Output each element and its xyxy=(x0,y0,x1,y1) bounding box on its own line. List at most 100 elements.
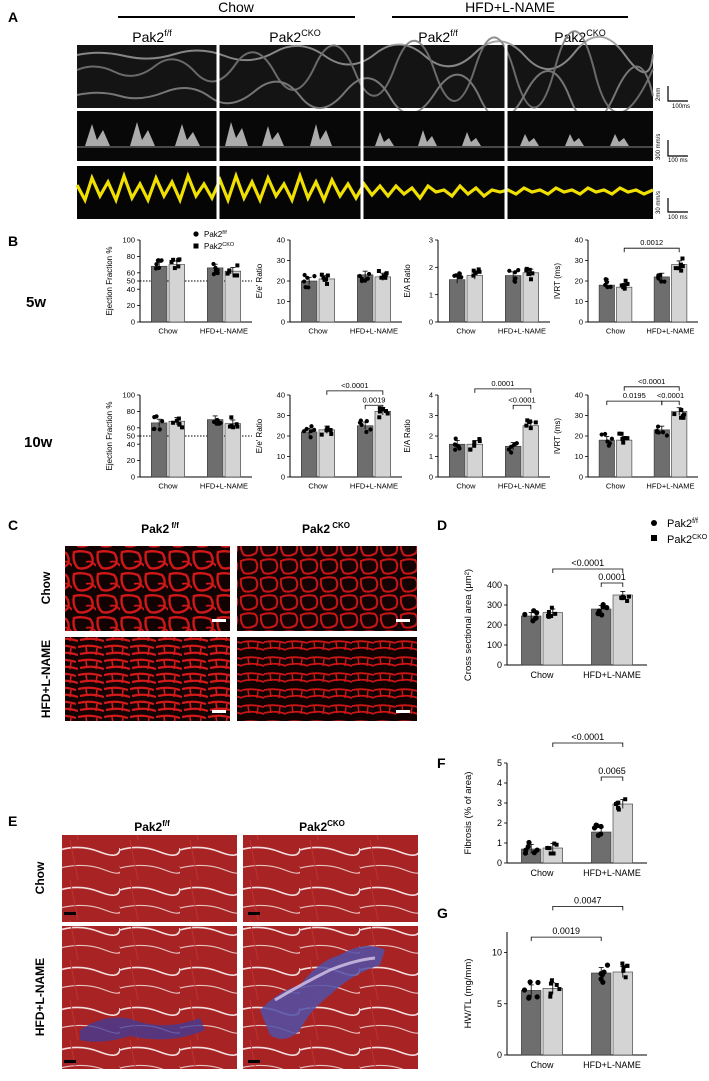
data-point xyxy=(521,987,528,993)
data-point xyxy=(664,433,670,438)
data-point xyxy=(546,610,551,615)
scale-a3-v: 30 mm/s xyxy=(656,191,662,214)
y-tick-label: 400 xyxy=(487,580,502,590)
trichrome-e-chow-ko xyxy=(243,835,418,922)
data-point xyxy=(506,447,511,452)
data-point xyxy=(554,842,559,847)
y-tick-label: 10 xyxy=(277,452,285,461)
data-point xyxy=(473,271,478,276)
data-point xyxy=(604,962,611,968)
row-label-c-hfd: HFD+L-NAME xyxy=(39,640,53,718)
data-point xyxy=(531,850,537,856)
trichrome-e-hfd-ko xyxy=(243,926,418,1069)
data-point xyxy=(604,605,610,611)
data-point xyxy=(229,415,234,420)
p-value-label: 0.0001 xyxy=(598,572,626,582)
data-point xyxy=(548,994,553,999)
data-point xyxy=(677,266,682,271)
scale-bar-c4 xyxy=(396,710,410,713)
x-tick-label: Chow xyxy=(530,670,554,680)
y-tick-label: 2 xyxy=(429,432,433,441)
group-header-hfd: HFD+L-NAME xyxy=(465,0,555,15)
row-label-10w: 10w xyxy=(24,434,53,451)
bar-ko-0 xyxy=(168,420,185,478)
row-label-c-chow: Chow xyxy=(39,571,53,604)
y-tick-label: 300 xyxy=(487,600,502,610)
echo-mmode-image xyxy=(77,45,653,108)
y-tick-label: 0 xyxy=(281,473,285,482)
scale-bar-e1 xyxy=(64,912,76,915)
bar-ko-1 xyxy=(612,594,633,666)
data-point xyxy=(625,598,630,603)
row-label-e-chow: Chow xyxy=(33,861,47,894)
data-point xyxy=(598,831,604,837)
scale-bar-e3 xyxy=(64,1060,76,1063)
significance-bracket xyxy=(600,776,624,781)
chart-b-ea-10w: 0 1 2 3 4 E/A Ratio Chow HFD+L-NAME 0.0001 <0.000… xyxy=(403,379,550,491)
x-tick-label: HFD+L-NAME xyxy=(200,482,248,491)
data-point xyxy=(527,267,532,272)
data-point xyxy=(324,277,329,282)
data-point xyxy=(452,442,457,447)
y-tick-label: 0 xyxy=(579,318,583,327)
data-point xyxy=(679,415,684,420)
y-tick-label: 4 xyxy=(429,391,433,400)
data-point xyxy=(531,608,537,614)
data-point xyxy=(157,427,162,432)
bar-wt-1 xyxy=(653,276,670,323)
y-tick-label: 100 xyxy=(122,236,135,245)
y-tick-label: 0 xyxy=(281,318,285,327)
x-tick-label: HFD+L-NAME xyxy=(350,482,398,491)
data-point xyxy=(615,801,620,806)
y-tick-label: 0 xyxy=(131,473,135,482)
data-point xyxy=(383,275,388,280)
data-point xyxy=(364,429,369,435)
data-point xyxy=(325,273,330,278)
p-value-label: 0.0019 xyxy=(552,926,580,936)
y-tick-label: 10 xyxy=(575,452,583,461)
row-label-5w: 5w xyxy=(26,294,46,311)
data-point xyxy=(598,976,604,982)
p-value-label: 0.0047 xyxy=(574,895,602,905)
y-tick-label: 10 xyxy=(492,948,502,958)
y-axis-label: E/e' Ratio xyxy=(255,418,264,453)
data-point xyxy=(169,259,174,264)
data-point xyxy=(656,273,661,278)
y-tick-label: 80 xyxy=(127,252,135,261)
data-point xyxy=(549,605,554,610)
legend-b-wt-label: Pak2f/f xyxy=(204,230,227,239)
p-value-label: <0.0001 xyxy=(571,732,604,742)
data-point xyxy=(154,262,159,267)
data-point xyxy=(357,420,363,425)
data-point xyxy=(328,427,333,432)
p-value-label: 0.0012 xyxy=(640,238,663,247)
data-point xyxy=(552,841,557,846)
y-tick-label: 60 xyxy=(127,423,135,432)
p-value-label: 0.0195 xyxy=(623,391,646,400)
data-point xyxy=(385,411,390,416)
data-point xyxy=(357,273,362,279)
data-point xyxy=(312,427,317,433)
data-point xyxy=(534,994,540,1000)
data-point xyxy=(532,615,539,621)
scale-a2-h: 100 ms xyxy=(668,158,688,164)
y-tick-label: 10 xyxy=(277,297,285,306)
data-point xyxy=(525,844,531,850)
data-point xyxy=(547,846,552,851)
y-tick-label: 20 xyxy=(127,456,135,465)
data-point xyxy=(528,426,533,431)
data-point xyxy=(548,981,553,986)
panel-e: Pak2f/f Pak2CKO Chow HFD+L-NAME xyxy=(33,819,418,1069)
data-point xyxy=(679,408,684,413)
data-point xyxy=(527,979,533,985)
data-point xyxy=(308,435,313,440)
data-point xyxy=(472,443,477,448)
scale-bar-c1 xyxy=(212,619,226,622)
y-tick-label: 1 xyxy=(429,290,433,299)
data-point xyxy=(359,276,365,281)
bar-ko-0 xyxy=(616,286,633,323)
data-point xyxy=(468,447,473,452)
y-axis-label: IVRT (ms) xyxy=(553,418,562,454)
data-point xyxy=(600,602,606,608)
